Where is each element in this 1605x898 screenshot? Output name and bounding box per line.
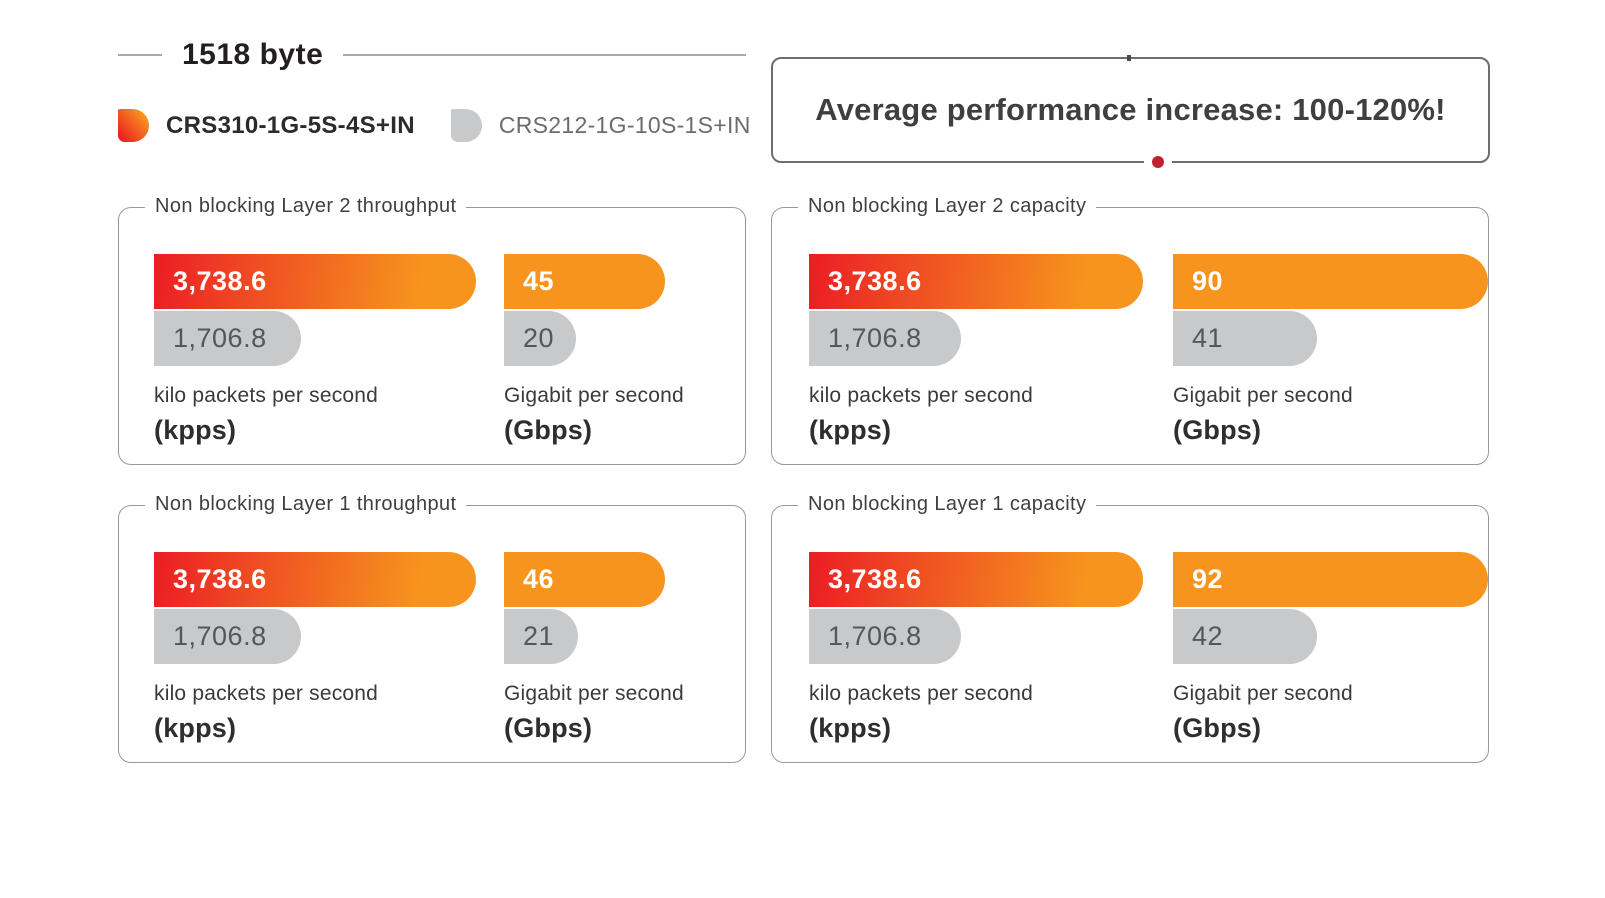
rule-left	[118, 54, 162, 56]
legend-label: CRS310-1G-5S-4S+IN	[166, 111, 415, 139]
unit-label: Gigabit per second	[504, 682, 684, 705]
unit-label: kilo packets per second	[154, 384, 379, 407]
metric-group-kpps: 3,738.6 1,706.8 kilo packets per second …	[809, 254, 1173, 446]
unit-abbr: (Gbps)	[1173, 713, 1262, 743]
unit-label: kilo packets per second	[154, 682, 379, 705]
bar-crs310-kpps: 3,738.6	[809, 254, 1143, 309]
panel-title: Non blocking Layer 1 throughput	[145, 493, 467, 516]
panel-title: Non blocking Layer 1 capacity	[798, 493, 1097, 516]
panel-l1-throughput: Non blocking Layer 1 throughput 3,738.6 …	[118, 493, 746, 763]
bar-value: 1,706.8	[828, 323, 922, 353]
bar-value: 3,738.6	[828, 266, 922, 296]
panel-body: 3,738.6 1,706.8 kilo packets per second …	[119, 506, 745, 744]
bar-value: 1,706.8	[173, 323, 267, 353]
bar-crs310-kpps: 3,738.6	[154, 254, 476, 309]
bar-value: 1,706.8	[173, 621, 267, 651]
bar-crs310-gbps: 45	[504, 254, 665, 309]
unit-label: kilo packets per second	[809, 384, 1034, 407]
unit-label: Gigabit per second	[1173, 682, 1353, 705]
metric-group-kpps: 3,738.6 1,706.8 kilo packets per second …	[154, 552, 504, 744]
bar-value: 3,738.6	[173, 266, 267, 296]
unit-label: kilo packets per second	[809, 682, 1034, 705]
panel-title: Non blocking Layer 2 capacity	[798, 195, 1097, 218]
bar-crs310-gbps: 46	[504, 552, 665, 607]
panel-body: 3,738.6 1,706.8 kilo packets per second …	[772, 208, 1488, 446]
packet-size-title: 1518 byte	[182, 38, 324, 71]
bar-value: 20	[523, 323, 555, 353]
bar-crs212-kpps: 1,706.8	[154, 311, 301, 366]
legend: CRS310-1G-5S-4S+IN CRS212-1G-10S-1S+IN	[118, 109, 751, 142]
panel-body: 3,738.6 1,706.8 kilo packets per second …	[119, 208, 745, 446]
legend-item-crs212: CRS212-1G-10S-1S+IN	[450, 109, 751, 142]
panel-l2-capacity: Non blocking Layer 2 capacity 3,738.6 1,…	[771, 195, 1489, 465]
panel-l1-capacity: Non blocking Layer 1 capacity 3,738.6 1,…	[771, 493, 1489, 763]
unit-abbr: (Gbps)	[504, 713, 593, 743]
unit-abbr: (kpps)	[154, 415, 237, 445]
rule-right	[343, 54, 746, 56]
metric-group-gbps: 92 42 Gigabit per second (Gbps)	[1173, 552, 1488, 744]
bar-value: 42	[1192, 621, 1224, 651]
legend-swatch-gradient	[118, 109, 149, 142]
panel-body: 3,738.6 1,706.8 kilo packets per second …	[772, 506, 1488, 744]
packet-size-header: 1518 byte	[118, 38, 746, 72]
unit-label: Gigabit per second	[504, 384, 684, 407]
bar-crs310-kpps: 3,738.6	[154, 552, 476, 607]
banner-text: Average performance increase: 100-120%!	[815, 92, 1446, 127]
bar-crs212-gbps: 41	[1173, 311, 1317, 366]
bar-crs310-kpps: 3,738.6	[809, 552, 1143, 607]
bar-value: 46	[523, 564, 555, 594]
performance-banner: Average performance increase: 100-120%!	[771, 55, 1490, 168]
bar-crs212-kpps: 1,706.8	[809, 609, 961, 664]
unit-abbr: (Gbps)	[504, 415, 593, 445]
unit-abbr: (kpps)	[809, 415, 892, 445]
metric-group-kpps: 3,738.6 1,706.8 kilo packets per second …	[809, 552, 1173, 744]
unit-abbr: (kpps)	[154, 713, 237, 743]
legend-item-crs310: CRS310-1G-5S-4S+IN	[118, 109, 415, 142]
metric-group-kpps: 3,738.6 1,706.8 kilo packets per second …	[154, 254, 504, 446]
banner-tick-mark	[1126, 55, 1131, 61]
bar-value: 3,738.6	[828, 564, 922, 594]
bar-value: 41	[1192, 323, 1224, 353]
unit-abbr: (Gbps)	[1173, 415, 1262, 445]
bar-value: 90	[1192, 266, 1224, 296]
bar-crs212-gbps: 21	[504, 609, 578, 664]
bar-value: 45	[523, 266, 555, 296]
legend-swatch-gray	[450, 109, 482, 142]
red-dot	[1151, 156, 1164, 168]
bar-crs212-kpps: 1,706.8	[154, 609, 301, 664]
bar-crs212-gbps: 42	[1173, 609, 1317, 664]
unit-label: Gigabit per second	[1173, 384, 1353, 407]
bar-crs310-gbps: 92	[1173, 552, 1488, 607]
bar-value: 92	[1192, 564, 1224, 594]
unit-abbr: (kpps)	[809, 713, 892, 743]
panel-title: Non blocking Layer 2 throughput	[145, 195, 467, 218]
bar-crs212-kpps: 1,706.8	[809, 311, 961, 366]
bar-value: 1,706.8	[828, 621, 922, 651]
metric-group-gbps: 90 41 Gigabit per second (Gbps)	[1173, 254, 1488, 446]
bar-crs212-gbps: 20	[504, 311, 576, 366]
bar-value: 3,738.6	[173, 564, 267, 594]
bar-crs310-gbps: 90	[1173, 254, 1488, 309]
legend-label: CRS212-1G-10S-1S+IN	[498, 112, 751, 138]
metric-group-gbps: 46 21 Gigabit per second (Gbps)	[504, 552, 684, 744]
panel-l2-throughput: Non blocking Layer 2 throughput 3,738.6 …	[118, 195, 746, 465]
metric-group-gbps: 45 20 Gigabit per second (Gbps)	[504, 254, 684, 446]
bar-value: 21	[523, 621, 555, 651]
